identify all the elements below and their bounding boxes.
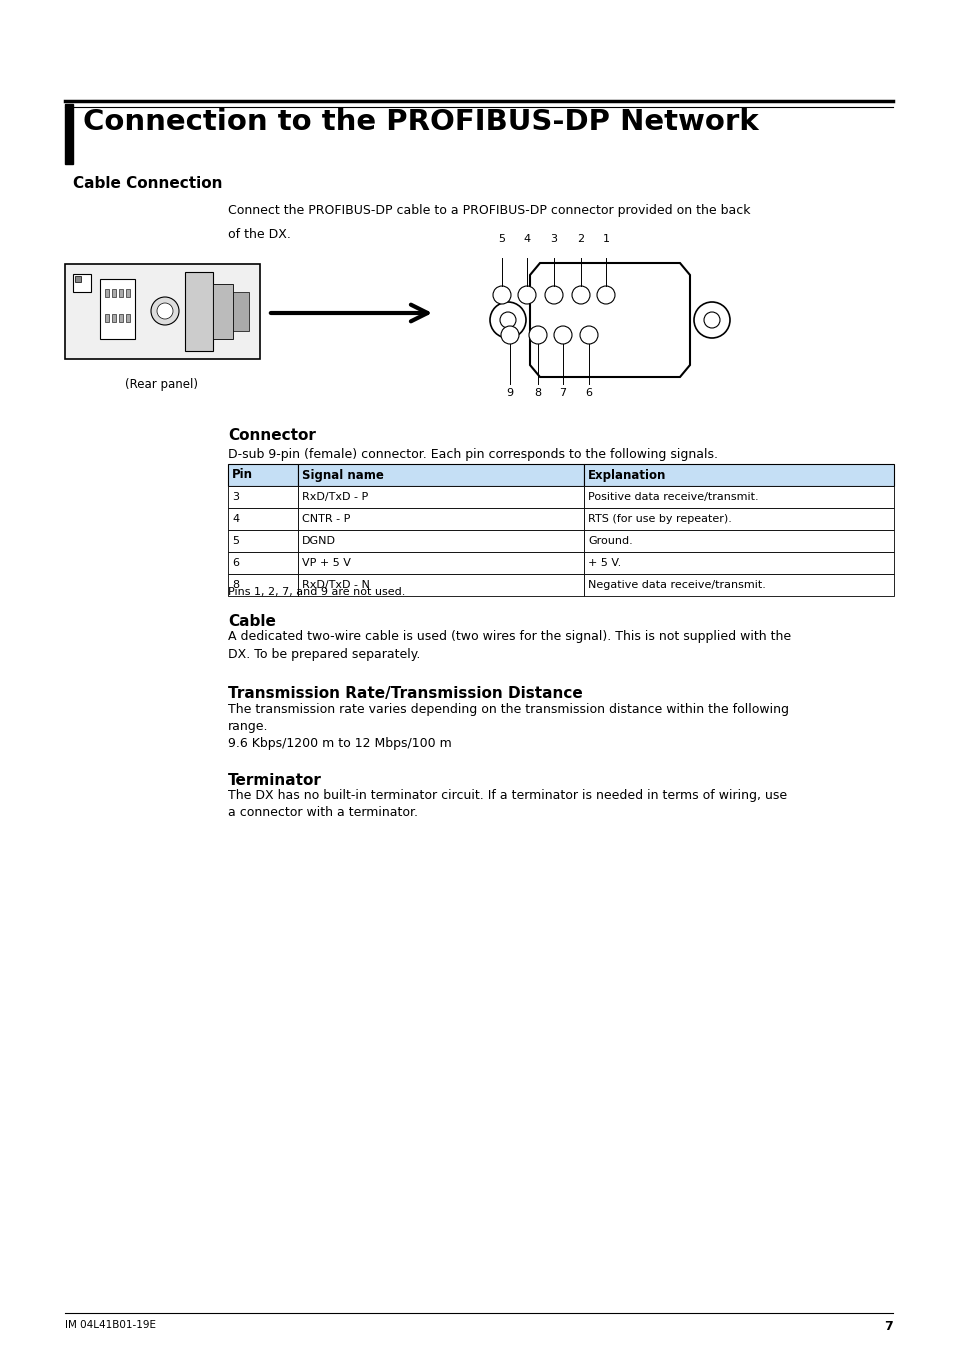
Circle shape [579,325,598,344]
Bar [228,552,297,574]
Bar [583,486,893,508]
Text: RxD/TxD - P: RxD/TxD - P [302,491,368,502]
Bar [100,279,135,339]
Circle shape [597,286,615,304]
Bar [185,271,213,351]
Text: range.: range. [228,720,268,733]
Text: Signal name: Signal name [302,468,383,482]
Bar [228,531,297,552]
Text: 7: 7 [883,1320,892,1332]
Text: Connect the PROFIBUS-DP cable to a PROFIBUS-DP connector provided on the back: Connect the PROFIBUS-DP cable to a PROFI… [228,204,750,217]
Text: (Rear panel): (Rear panel) [126,378,198,392]
Text: Transmission Rate/Transmission Distance: Transmission Rate/Transmission Distance [228,686,582,701]
Text: Ground.: Ground. [587,536,632,545]
Bar [119,315,123,323]
Text: CNTR - P: CNTR - P [302,514,350,524]
Text: Negative data receive/transmit.: Negative data receive/transmit. [587,580,765,590]
Text: IM 04L41B01-19E: IM 04L41B01-19E [65,1320,156,1330]
Bar [297,464,583,486]
Text: 6: 6 [232,558,239,568]
Bar [583,552,893,574]
Text: of the DX.: of the DX. [228,228,291,242]
Bar [112,315,116,323]
Bar [297,508,583,531]
Text: + 5 V.: + 5 V. [587,558,620,568]
Text: Explanation: Explanation [587,468,666,482]
Bar [126,289,130,297]
Bar [228,464,297,486]
Circle shape [572,286,589,304]
Bar [583,508,893,531]
Bar [297,486,583,508]
Text: DGND: DGND [302,536,335,545]
Bar [583,574,893,595]
Circle shape [703,312,720,328]
Bar [126,315,130,323]
Circle shape [493,286,511,304]
Text: a connector with a terminator.: a connector with a terminator. [228,806,417,819]
Text: 3: 3 [232,491,239,502]
Text: The DX has no built-in terminator circuit. If a terminator is needed in terms of: The DX has no built-in terminator circui… [228,788,786,802]
Text: 5: 5 [232,536,239,545]
Text: A dedicated two-wire cable is used (two wires for the signal). This is not suppl: A dedicated two-wire cable is used (two … [228,630,790,643]
Text: DX. To be prepared separately.: DX. To be prepared separately. [228,648,420,662]
Circle shape [517,286,536,304]
Bar [112,289,116,297]
Circle shape [554,325,572,344]
Text: Pins 1, 2, 7, and 9 are not used.: Pins 1, 2, 7, and 9 are not used. [228,587,405,597]
Circle shape [500,325,518,344]
Bar [297,574,583,595]
Bar [65,104,73,163]
Bar [73,274,91,292]
Bar [228,574,297,595]
Text: RTS (for use by repeater).: RTS (for use by repeater). [587,514,731,524]
Bar [105,315,109,323]
Circle shape [529,325,546,344]
Bar [65,265,260,359]
Text: 1: 1 [602,234,609,244]
Bar [297,531,583,552]
Text: VP + 5 V: VP + 5 V [302,558,351,568]
Text: Connection to the PROFIBUS-DP Network: Connection to the PROFIBUS-DP Network [83,108,758,136]
Bar [583,464,893,486]
Text: 4: 4 [232,514,239,524]
Text: Cable Connection: Cable Connection [73,176,222,190]
Polygon shape [530,263,689,377]
Circle shape [499,312,516,328]
Bar [228,486,297,508]
Circle shape [490,302,525,338]
Circle shape [151,297,179,325]
Text: 5: 5 [498,234,505,244]
Text: Connector: Connector [228,428,315,443]
Text: 3: 3 [550,234,557,244]
Text: 8: 8 [232,580,239,590]
Text: Terminator: Terminator [228,774,321,788]
Bar [213,284,233,339]
Bar [228,508,297,531]
Bar [119,289,123,297]
Bar [583,531,893,552]
Text: 9: 9 [506,387,513,398]
Circle shape [693,302,729,338]
Text: 7: 7 [558,387,566,398]
Text: RxD/TxD - N: RxD/TxD - N [302,580,370,590]
Text: Cable: Cable [228,614,275,629]
Text: 9.6 Kbps/1200 m to 12 Mbps/100 m: 9.6 Kbps/1200 m to 12 Mbps/100 m [228,737,452,751]
Bar [105,289,109,297]
Text: 4: 4 [523,234,530,244]
Bar [297,552,583,574]
Text: D-sub 9-pin (female) connector. Each pin corresponds to the following signals.: D-sub 9-pin (female) connector. Each pin… [228,448,718,460]
Text: Pin: Pin [232,468,253,482]
Bar [75,275,81,282]
Text: The transmission rate varies depending on the transmission distance within the f: The transmission rate varies depending o… [228,703,788,716]
Text: 2: 2 [577,234,584,244]
Text: 8: 8 [534,387,541,398]
Bar [233,292,249,331]
Circle shape [157,302,172,319]
Text: 6: 6 [585,387,592,398]
Circle shape [544,286,562,304]
Text: Positive data receive/transmit.: Positive data receive/transmit. [587,491,758,502]
